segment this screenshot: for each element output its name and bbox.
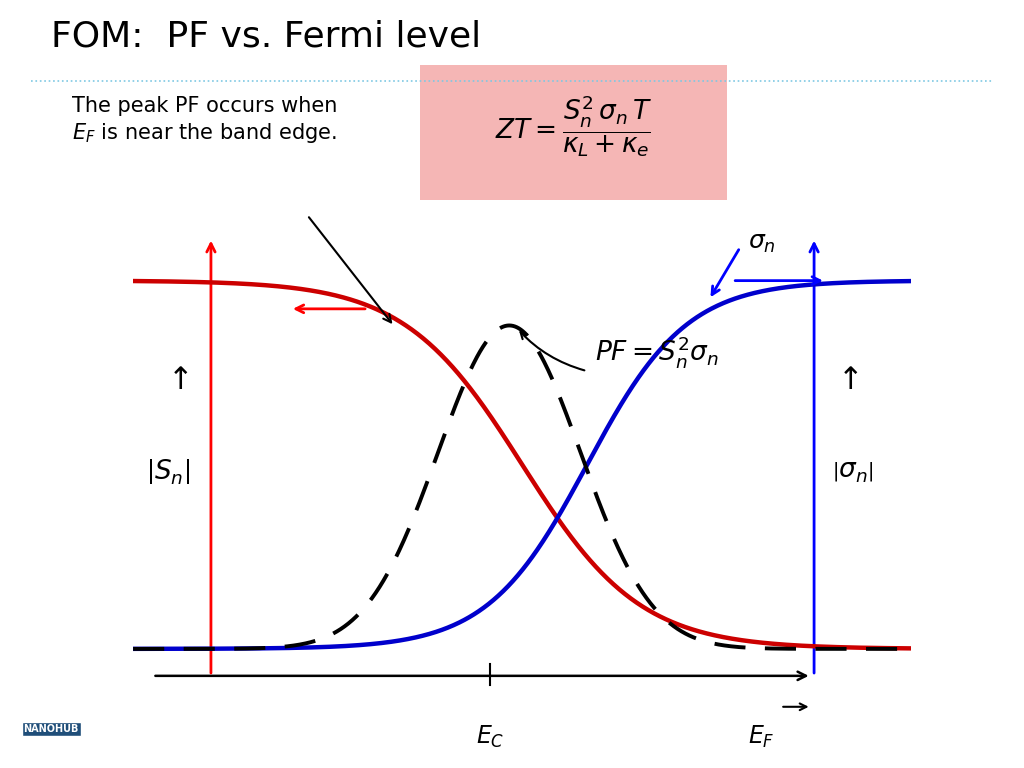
Text: $\left|\sigma_n\right|$: $\left|\sigma_n\right|$ — [833, 458, 873, 484]
Text: PURDUE: PURDUE — [102, 720, 154, 730]
Text: $ZT = \dfrac{S_n^2\,\sigma_n\,T}{\kappa_L + \kappa_e}$: $ZT = \dfrac{S_n^2\,\sigma_n\,T}{\kappa_… — [495, 93, 652, 159]
Text: $E_C$: $E_C$ — [475, 723, 504, 750]
Text: FOM:  PF vs. Fermi level: FOM: PF vs. Fermi level — [51, 19, 481, 53]
Text: $E_F$: $E_F$ — [748, 723, 774, 750]
Text: NANOHUB: NANOHUB — [24, 724, 79, 734]
Text: $\sigma_n$: $\sigma_n$ — [748, 230, 776, 254]
Text: $E_F$ is near the band edge.: $E_F$ is near the band edge. — [72, 121, 337, 144]
Text: 15: 15 — [966, 723, 993, 742]
Text: UNIVERSITY: UNIVERSITY — [102, 739, 147, 748]
FancyBboxPatch shape — [411, 63, 736, 203]
Text: $PF = S_n^2\sigma_n$: $PF = S_n^2\sigma_n$ — [595, 334, 719, 370]
Text: $\uparrow$: $\uparrow$ — [831, 366, 859, 395]
Text: The peak PF occurs when: The peak PF occurs when — [72, 96, 337, 116]
Text: $\uparrow$: $\uparrow$ — [163, 366, 189, 395]
Text: $\left|S_n\right|$: $\left|S_n\right|$ — [146, 457, 190, 485]
Text: Lundstrom nanoHUB-U Fall 2013: Lundstrom nanoHUB-U Fall 2013 — [366, 723, 658, 742]
